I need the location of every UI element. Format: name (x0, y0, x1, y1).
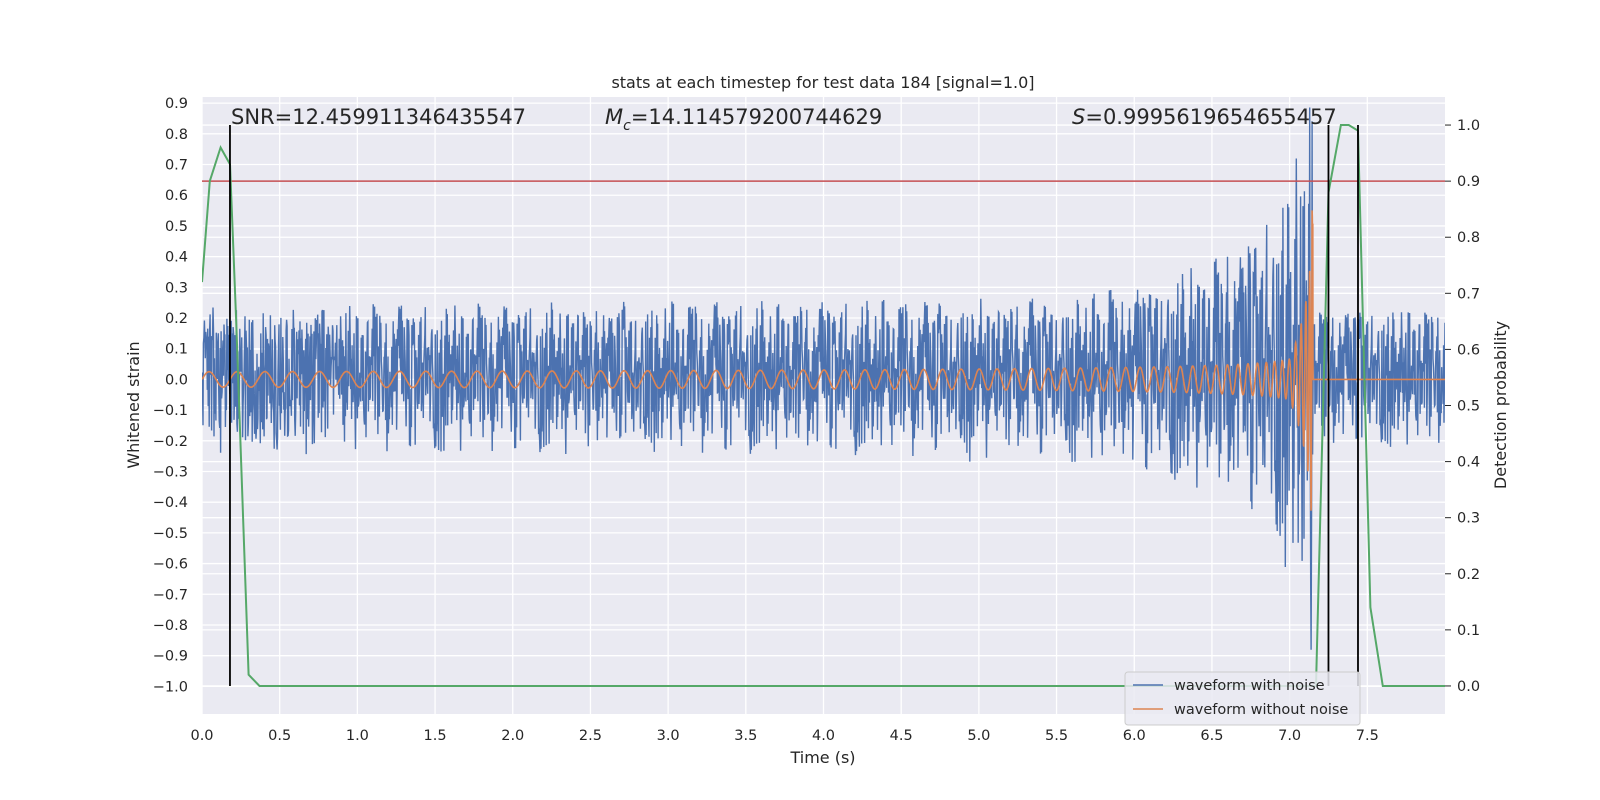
x-axis-label: Time (s) (789, 748, 855, 767)
y-left-tick-label: −0.5 (153, 526, 188, 542)
y-left-tick-label: −1.0 (153, 679, 188, 695)
legend-label-clean: waveform without noise (1174, 702, 1348, 718)
x-tick-label: 7.5 (1356, 728, 1379, 744)
y-left-tick-label: 0.3 (165, 280, 188, 296)
chirp-mass-value: =14.114579200744629 (631, 105, 882, 129)
y-right-tick-label: 0.1 (1457, 623, 1480, 639)
s-symbol: S (1072, 105, 1085, 129)
y-left-tick-label: 0.2 (165, 311, 188, 327)
y-right-tick-label: 0.7 (1457, 286, 1480, 302)
s-annotation: S=0.9995619654655457 (1072, 105, 1337, 129)
y-right-tick-label: 0.8 (1457, 230, 1480, 246)
y-left-tick-label: −0.3 (153, 464, 188, 480)
y-axis-right-ticks: 1.0 0.9 0.8 0.7 0.6 0.5 0.4 0.3 0.2 0.1 0.0 (1445, 118, 1480, 695)
y-right-tick-label: 0.2 (1457, 567, 1480, 583)
y-left-tick-label: 0.0 (165, 372, 188, 388)
y-right-tick-label: 0.6 (1457, 342, 1480, 358)
y-left-tick-label: 0.1 (165, 342, 188, 358)
x-tick-label: 5.0 (967, 728, 990, 744)
y-axis-left-ticks: 0.9 0.8 0.7 0.6 0.5 0.4 0.3 0.2 0.1 0.0 −0.1 −0.2 −0… (153, 96, 188, 695)
legend: waveform with noise waveform without noi… (1124, 671, 1361, 726)
y-left-tick-label: 0.8 (165, 127, 188, 143)
x-tick-label: 7.0 (1278, 728, 1301, 744)
x-tick-label: 4.5 (890, 728, 913, 744)
chirp-mass-subscript: c (623, 118, 631, 134)
y-left-tick-label: −0.9 (153, 649, 188, 665)
y-left-tick-label: −0.1 (153, 403, 188, 419)
y-left-tick-label: 0.4 (165, 250, 188, 266)
chart-title: stats at each timestep for test data 184… (611, 73, 1034, 92)
y-right-tick-label: 0.5 (1457, 399, 1480, 415)
x-tick-label: 3.5 (734, 728, 757, 744)
x-tick-label: 2.0 (501, 728, 524, 744)
y-right-tick-label: 0.9 (1457, 174, 1480, 190)
x-tick-label: 4.0 (812, 728, 835, 744)
y-right-tick-label: 1.0 (1457, 118, 1480, 134)
chirp-mass-symbol: M (605, 105, 623, 129)
x-tick-label: 1.5 (424, 728, 447, 744)
y-left-tick-label: −0.2 (153, 434, 188, 450)
series-waveform-without-noise (202, 210, 1445, 511)
y-left-tick-label: 0.5 (165, 219, 188, 235)
y-left-tick-label: 0.6 (165, 188, 188, 204)
s-value: =0.9995619654655457 (1085, 105, 1336, 129)
chirp-mass-annotation: Mc=14.114579200744629 (605, 105, 882, 134)
y-left-tick-label: 0.7 (165, 158, 188, 174)
x-tick-label: 6.0 (1123, 728, 1146, 744)
y-right-tick-label: 0.3 (1457, 511, 1480, 527)
x-tick-label: 0.5 (268, 728, 291, 744)
series-waveform-with-noise (202, 107, 1445, 650)
y-right-tick-label: 0.0 (1457, 679, 1480, 695)
x-tick-label: 1.0 (346, 728, 369, 744)
y-axis-right-label: Detection probability (1491, 321, 1510, 489)
y-left-tick-label: −0.7 (153, 587, 188, 603)
y-axis-left-label: Whitened strain (124, 341, 143, 468)
x-tick-label: 0.0 (190, 728, 213, 744)
snr-annotation: SNR=12.459911346435547 (231, 105, 526, 129)
y-left-tick-label: −0.6 (153, 557, 188, 573)
x-axis-ticks: 0.0 0.5 1.0 1.5 2.0 2.5 3.0 3.5 4.0 4.5 5.0 5.5 6.0 6… (190, 728, 1378, 744)
y-left-tick-label: −0.4 (153, 495, 188, 511)
x-tick-label: 3.0 (657, 728, 680, 744)
x-tick-label: 2.5 (579, 728, 602, 744)
y-left-tick-label: 0.9 (165, 96, 188, 112)
x-tick-label: 5.5 (1045, 728, 1068, 744)
x-tick-label: 6.5 (1200, 728, 1223, 744)
legend-label-noise: waveform with noise (1174, 678, 1325, 694)
legend-box (1124, 671, 1361, 726)
y-right-tick-label: 0.4 (1457, 455, 1480, 471)
y-left-tick-label: −0.8 (153, 618, 188, 634)
